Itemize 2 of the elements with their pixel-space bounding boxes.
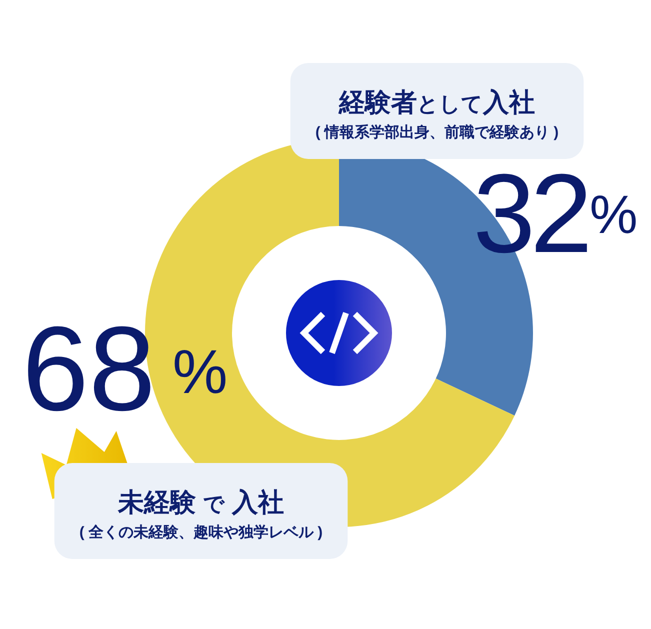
annotation: ( 情報系学部出身、前職で経験あり ) [315,124,559,141]
annotation: ( 全くの未経験、趣味や独学レベル ) [79,524,323,541]
